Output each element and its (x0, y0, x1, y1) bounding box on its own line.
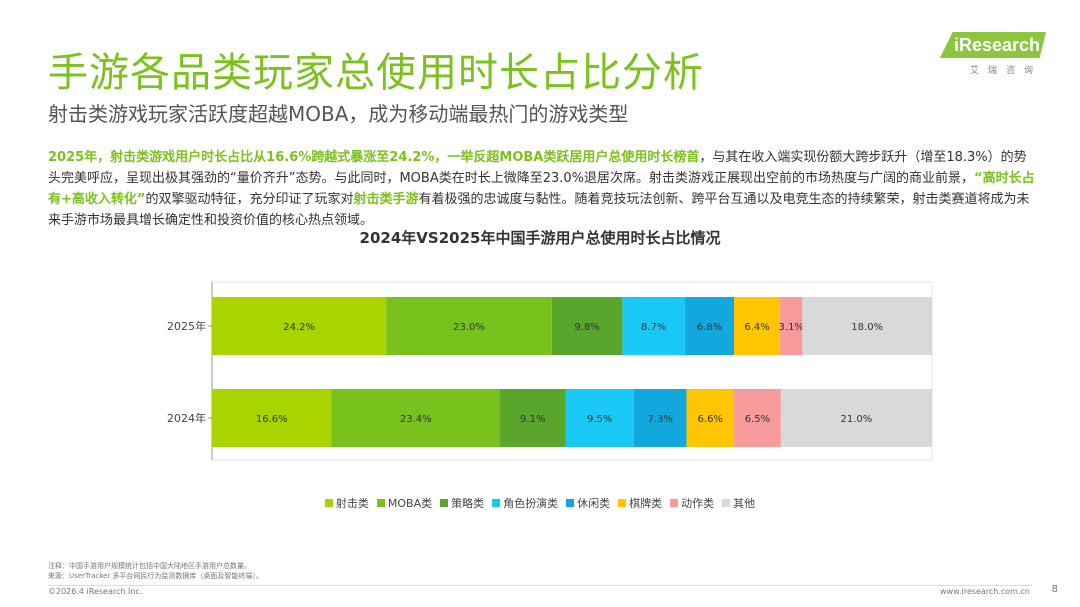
data-label: 9.1% (520, 414, 545, 425)
body-text: 的双擎驱动特征，充分印证了玩家对 (145, 192, 354, 207)
data-label: 6.8% (697, 322, 722, 333)
iresearch-logo: iResearch 艾瑞咨询 (939, 30, 1048, 76)
highlight-text: “高时长占有+高收入转化” (48, 171, 1035, 207)
data-label: 7.3% (647, 414, 672, 425)
body-text: ，与其在收入端实现份额大跨步跃升（增至18.3%）的势头完美呼应，呈现出极其强劲… (48, 150, 1027, 186)
legend-label: 棋牌类 (629, 497, 663, 510)
data-label: 23.4% (400, 414, 432, 425)
legend-item: 射击类 (324, 495, 369, 511)
data-label: 8.7% (641, 322, 666, 333)
footer-divider (48, 585, 1032, 586)
legend-swatch (440, 499, 449, 507)
website-link[interactable]: www.iresearch.com.cn (940, 587, 1030, 596)
bar-segment (685, 297, 734, 355)
data-label: 24.2% (283, 322, 315, 333)
category-label: 2025年 (167, 319, 206, 333)
legend-item: 角色扮演类 (492, 495, 558, 511)
legend-swatch (492, 499, 501, 507)
data-label: 9.8% (574, 322, 599, 333)
bar-segment (331, 389, 500, 447)
highlight-text: 射击类手游 (353, 192, 419, 207)
bar-segment (551, 297, 623, 355)
bar-segment (622, 297, 686, 355)
copyright: ©2026.4 iResearch Inc. (48, 587, 143, 596)
bar-segment (633, 389, 687, 447)
bar-segment (212, 389, 332, 447)
bar-segment (565, 389, 634, 447)
bar-segment (212, 297, 387, 355)
legend-label: 角色扮演类 (503, 497, 559, 510)
legend-swatch (376, 499, 385, 507)
data-label: 6.6% (698, 414, 723, 425)
category-label: 2024年 (167, 411, 206, 425)
legend-label: 其他 (733, 497, 756, 510)
bar-segment (780, 297, 803, 355)
legend-swatch (566, 499, 575, 507)
footnotes: 注释：中国手游用户规模统计包括中国大陆地区手游用户总数量。 来源：UserTra… (48, 561, 263, 581)
legend-item: 休闲类 (566, 495, 610, 511)
logo-subtitle: 艾瑞咨询 (969, 66, 1042, 76)
source-line: 来源：UserTracker 多平台网民行为监测数据库（桌面及智能终端）。 (48, 572, 263, 580)
legend-item: 策略类 (440, 495, 484, 511)
data-label: 3.1% (779, 322, 804, 333)
bar-segment (734, 389, 781, 447)
data-label: 18.0% (851, 322, 883, 333)
note-line: 注释：中国手游用户规模统计包括中国大陆地区手游用户总数量。 (48, 562, 251, 570)
data-label: 21.0% (841, 414, 873, 425)
legend-item: MOBA类 (376, 495, 433, 511)
bar-segment (780, 389, 932, 447)
chart-legend: 射击类 MOBA类 策略类 角色扮演类 休闲类 棋牌类 动作类 其他 (0, 495, 1080, 511)
legend-item: 其他 (722, 495, 755, 511)
legend-label: 动作类 (681, 497, 715, 510)
data-label: 9.5% (587, 414, 612, 425)
legend-swatch (722, 499, 731, 507)
summary-paragraph: 2025年，射击类游戏用户时长占比从16.6%跨越式暴涨至24.2%，一举反超M… (48, 147, 1038, 231)
bar-segment (500, 389, 566, 447)
data-label: 6.4% (744, 322, 769, 333)
chart-title: 2024年VS2025年中国手游用户总使用时长占比情况 (359, 229, 721, 247)
legend-label: 策略类 (451, 497, 485, 510)
legend-swatch (618, 499, 627, 507)
legend-swatch (670, 499, 679, 507)
page-title: 手游各品类玩家总使用时长占比分析 (48, 50, 704, 96)
highlight-text: 2025年，射击类游戏用户时长占比从16.6%跨越式暴涨至24.2%，一举反超M… (48, 150, 700, 165)
legend-label: 休闲类 (577, 497, 611, 510)
page-subtitle: 射击类游戏玩家活跃度超越MOBA，成为移动端最热门的游戏类型 (48, 102, 629, 126)
legend-label: MOBA类 (387, 497, 433, 510)
data-label: 16.6% (256, 414, 288, 425)
legend-item: 棋牌类 (618, 495, 662, 511)
page-number: 8 (1051, 584, 1058, 595)
bar-segment (802, 297, 932, 355)
body-text: 有着极强的忠诚度与黏性。随着竞技玩法创新、跨平台互通以及电竞生态的持续繁荣，射击… (48, 192, 1030, 228)
bar-segment (386, 297, 552, 355)
data-label: 6.5% (745, 414, 770, 425)
bar-segment (686, 389, 734, 447)
legend-label: 射击类 (335, 497, 369, 510)
bar-segment (734, 297, 781, 355)
legend-item: 动作类 (670, 495, 714, 511)
legend-swatch (324, 499, 333, 507)
data-label: 23.0% (453, 322, 485, 333)
logo-wordmark: iResearch (939, 32, 1046, 58)
